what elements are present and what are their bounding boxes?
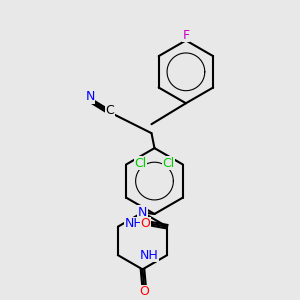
Text: O: O [139,285,149,298]
Text: N: N [85,90,95,103]
Text: Cl: Cl [134,157,147,169]
Text: N: N [138,206,147,219]
Text: F: F [182,28,190,41]
Text: NH: NH [124,217,143,230]
Text: O: O [140,217,150,230]
Text: C: C [105,104,114,117]
Text: Cl: Cl [162,157,175,169]
Text: NH: NH [140,249,159,262]
